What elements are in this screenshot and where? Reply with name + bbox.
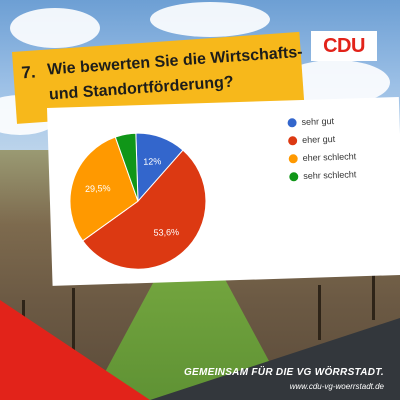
footer-url: www.cdu-vg-woerrstadt.de <box>289 382 384 391</box>
question-text-line1: Wie bewerten Sie die Wirtschafts- <box>46 43 304 79</box>
vineyard-post <box>318 285 321 340</box>
vineyard-post <box>72 288 75 358</box>
legend-item: eher schlecht <box>288 148 356 166</box>
cdu-logo: CDU <box>311 31 377 61</box>
slice-value-label: 12% <box>143 156 161 167</box>
pie-slice-3 <box>114 132 139 202</box>
pie-slice-2 <box>69 136 139 242</box>
question-number: 7. <box>20 62 37 83</box>
vineyard-post <box>372 250 375 320</box>
cloud <box>10 8 100 48</box>
pie-slice-1 <box>82 149 207 270</box>
slice-value-label: 29,5% <box>85 183 111 194</box>
footer-slogan: GEMEINSAM FÜR DIE VG WÖRRSTADT. <box>183 367 384 378</box>
slice-value-label: 53,6% <box>153 227 179 238</box>
legend-label: sehr gut <box>301 115 335 128</box>
question-text-line2: und Standortförderung? <box>48 73 235 104</box>
legend-label: eher schlecht <box>302 151 357 163</box>
legend-label: sehr schlecht <box>303 169 357 181</box>
legend-item: sehr schlecht <box>289 166 357 184</box>
pie-chart: 12% 53,6% 29,5% <box>69 132 207 270</box>
legend-marker <box>289 171 299 181</box>
legend-marker <box>288 153 298 163</box>
legend-item: eher gut <box>287 130 356 148</box>
legend-marker <box>287 117 297 127</box>
cloud <box>150 2 270 37</box>
legend-item: sehr gut <box>287 112 355 130</box>
legend-marker <box>287 135 298 145</box>
chart-card: 12% 53,6% 29,5% sehr gut eher gut eher schle… <box>47 96 400 286</box>
logo-text: CDU <box>323 34 365 57</box>
chart-legend: sehr gut eher gut eher schlecht sehr schlec… <box>287 112 357 186</box>
legend-label: eher gut <box>301 133 336 145</box>
